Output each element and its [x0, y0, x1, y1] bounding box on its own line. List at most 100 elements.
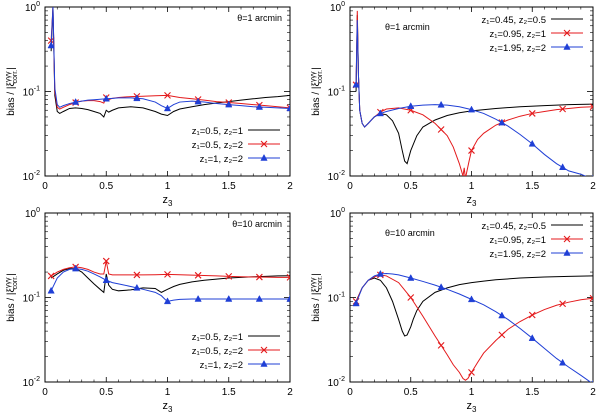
- legend-label: z₁=0.45, z₂=0.5: [482, 221, 546, 232]
- data-point-marker: [255, 273, 263, 281]
- data-point-marker: [559, 358, 567, 366]
- legend: z₁=0.45, z₂=0.5 z₁=0.95, z₂=1 z₁=1.95, z₂=…: [482, 221, 583, 260]
- legend-marker: [563, 29, 571, 37]
- y-tick-label: 100: [25, 1, 40, 14]
- y-tick-label: 10-1: [328, 292, 345, 305]
- legend-label: z₁=0.5, z₂=2: [192, 346, 243, 357]
- data-point-marker: [498, 118, 506, 126]
- x-tick-label: 1: [469, 387, 475, 398]
- data-point-marker: [47, 272, 55, 280]
- data-point-marker: [528, 139, 536, 147]
- x-tick-label: 2: [590, 181, 596, 192]
- data-point-marker: [225, 100, 233, 108]
- series-line-1: [355, 275, 593, 337]
- y-tick-label: 100: [330, 207, 345, 220]
- data-point-marker: [437, 126, 445, 133]
- data-point-marker: [194, 97, 202, 105]
- legend-marker: [563, 248, 571, 256]
- x-tick-label: 0.5: [99, 181, 113, 192]
- legend-label: z₁=0.95, z₂=1: [489, 29, 546, 40]
- plot-frame: [44, 6, 291, 177]
- series-line-3: [355, 20, 587, 176]
- x-tick-label: 2: [287, 181, 293, 192]
- legend-marker: [563, 235, 571, 243]
- legend-label: z₁=1, z₂=2: [200, 360, 243, 371]
- y-tick-label: 10-2: [328, 376, 345, 389]
- x-tick-label: 0: [347, 387, 353, 398]
- data-point-marker: [467, 295, 476, 303]
- data-point-marker: [528, 311, 536, 319]
- legend-label: z₁=0.5, z₂=1: [192, 332, 243, 343]
- data-point-marker: [225, 272, 233, 280]
- legend: z₁=0.5, z₂=1 z₁=0.5, z₂=2 z₁=1, z₂=2: [192, 126, 280, 165]
- data-point-marker: [376, 269, 384, 277]
- y-tick-label: 10-1: [328, 86, 345, 99]
- data-point-marker: [47, 41, 55, 49]
- legend-label: z₁=0.5, z₂=1: [192, 126, 243, 137]
- data-point-marker: [352, 299, 360, 307]
- y-tick-label: 100: [330, 1, 345, 14]
- x-tick-label: 0: [347, 181, 353, 192]
- legend-marker: [260, 153, 268, 161]
- data-point-marker: [407, 102, 415, 109]
- y-axis-label: bias / |ξγγγcorr.|: [310, 273, 324, 322]
- data-point-marker: [133, 271, 141, 279]
- data-point-marker: [163, 104, 172, 112]
- y-tick-label: 100: [25, 207, 40, 220]
- data-point-marker: [47, 286, 55, 294]
- data-point-marker: [559, 300, 567, 308]
- y-tick-label: 10-1: [23, 86, 40, 99]
- legend-marker: [260, 359, 268, 367]
- panel-annotation: θ=1 arcmin: [237, 13, 282, 23]
- data-point-marker: [194, 294, 202, 302]
- legend-label: z₁=1, z₂=2: [200, 154, 243, 165]
- series-group: [47, 257, 290, 305]
- data-point-marker: [437, 100, 445, 108]
- data-point-marker: [589, 294, 593, 302]
- data-point-marker: [559, 163, 567, 171]
- x-tick-label: 1.5: [525, 181, 539, 192]
- x-tick-label: 0.5: [404, 387, 418, 398]
- data-point-marker: [468, 147, 475, 154]
- data-point-marker: [102, 257, 110, 265]
- series-line-2: [50, 260, 290, 278]
- data-point-marker: [352, 80, 360, 88]
- data-point-marker: [133, 283, 141, 291]
- data-point-marker: [286, 273, 290, 281]
- x-tick-label: 2: [590, 387, 596, 398]
- data-point-marker: [225, 294, 233, 302]
- data-point-marker: [589, 103, 593, 111]
- legend-label: z₁=0.45, z₂=0.5: [482, 15, 546, 26]
- legend-marker: [563, 42, 571, 50]
- x-tick-label: 2: [287, 387, 293, 398]
- x-tick-label: 1: [165, 181, 171, 192]
- chart-panel-2: 0 0.5 1 1.5 2 10-2 10-1 100 z3 bias / |ξγγγcorr.|…: [310, 1, 596, 208]
- panel-annotation: θ=10 arcmin: [232, 219, 282, 229]
- data-point-marker: [376, 109, 384, 117]
- x-axis-label: z3: [163, 194, 174, 208]
- legend-label: z₁=1.95, z₂=2: [489, 249, 546, 260]
- data-point-marker: [468, 368, 475, 376]
- data-point-marker: [528, 334, 536, 341]
- data-point-marker: [133, 94, 141, 102]
- x-tick-label: 1.5: [222, 181, 236, 192]
- data-point-marker: [592, 174, 593, 176]
- panel-annotation: θ=1 arcmin: [385, 22, 430, 32]
- y-axis-label: bias / |ξγγγcorr.|: [5, 67, 19, 116]
- series-group: [352, 10, 593, 176]
- data-point-marker: [164, 270, 171, 278]
- data-point-marker: [286, 104, 290, 112]
- y-tick-label: 10-2: [328, 170, 345, 183]
- data-point-marker: [255, 294, 263, 302]
- legend-marker: [260, 140, 268, 148]
- x-tick-label: 0.5: [99, 387, 113, 398]
- data-point-marker: [467, 105, 476, 113]
- legend: z₁=0.5, z₂=1 z₁=0.5, z₂=2 z₁=1, z₂=2: [192, 332, 280, 371]
- data-point-marker: [194, 271, 202, 279]
- data-point-marker: [437, 342, 445, 349]
- x-tick-label: 1: [469, 181, 475, 192]
- data-point-marker: [498, 331, 506, 339]
- data-point-marker: [498, 311, 506, 319]
- chart-panel-1: 0 0.5 1 1.5 2 10-2 10-1 100 z3 bias / |ξγγγcorr.|…: [5, 1, 293, 208]
